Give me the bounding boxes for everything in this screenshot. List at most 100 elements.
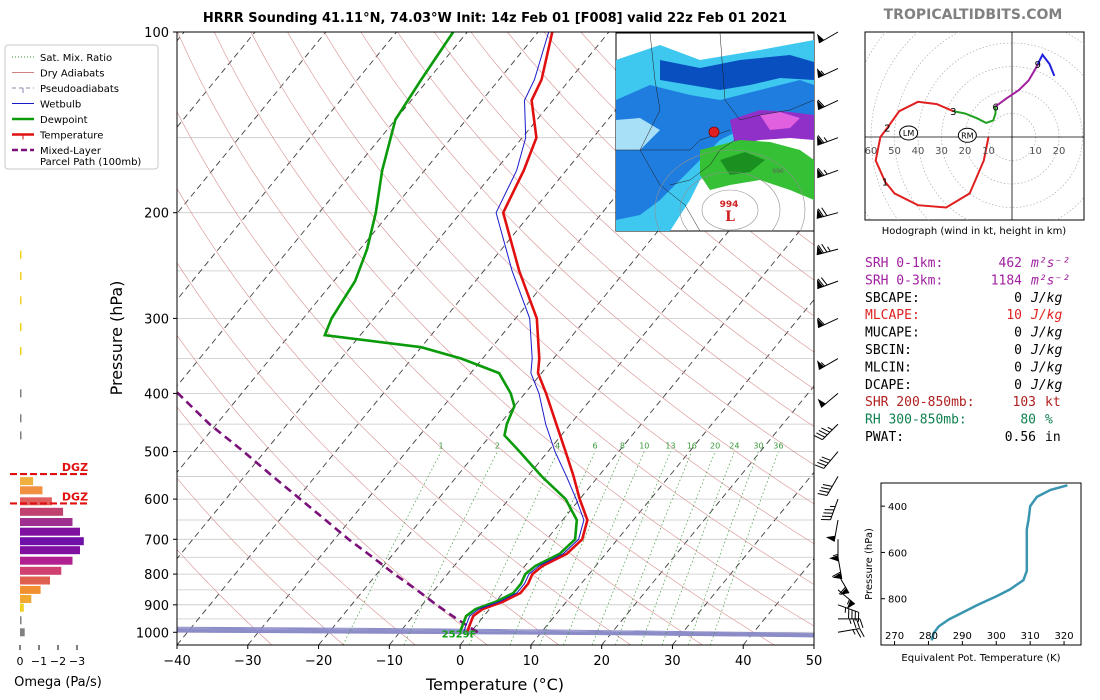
thetae-xlabel: Equivalent Pot. Temperature (K) <box>901 653 1060 664</box>
wind-barb-flag <box>817 398 826 408</box>
wind-barb-half <box>820 70 825 76</box>
skewt-frame <box>176 31 815 646</box>
hodograph-caption: Hodograph (wind in kt, height in km) <box>882 226 1067 237</box>
isotherm <box>177 32 327 215</box>
hodograph-height-label: 9 <box>1035 60 1041 71</box>
index-value: 0 <box>1014 326 1022 341</box>
legend: Sat. Mix. Ratio Dry Adiabats Pseudoadiabat… <box>4 44 159 170</box>
wind-barb-full <box>817 244 824 254</box>
mixing-ratio-label: 36 <box>773 442 783 451</box>
dry-adiabat <box>287 32 814 545</box>
wind-barb-staff <box>822 423 839 441</box>
index-unit: kt <box>1045 395 1061 410</box>
wind-barb-full <box>832 571 841 578</box>
index-label: MUCAPE: <box>865 326 920 341</box>
wind-barb <box>816 243 839 256</box>
skewt-xtick-label: 30 <box>664 654 681 669</box>
index-unit: J/kg <box>1030 291 1062 306</box>
chart-title: HRRR Sounding 41.11°N, 74.03°W Init: 14z… <box>203 11 787 26</box>
wind-barb-flag <box>816 318 824 328</box>
omega-bar <box>20 585 41 594</box>
hodograph-trace <box>994 63 1039 108</box>
thetae-chart: 270 280 290 300 310 320 400 600 800 <box>881 484 1074 645</box>
dry-adiabat <box>543 32 814 281</box>
wind-barbs <box>813 31 865 638</box>
omega-bar <box>20 507 64 516</box>
legend-label: Sat. Mix. Ratio <box>40 53 112 64</box>
thetae-xtick-label: 300 <box>987 631 1006 642</box>
wind-barb-full <box>817 317 825 326</box>
omega-bar <box>20 603 24 612</box>
wind-barb-full <box>854 611 856 621</box>
omega-bar <box>20 250 22 259</box>
index-label: DCAPE: <box>865 378 912 393</box>
wind-barb-full <box>817 461 827 467</box>
wind-barb <box>829 539 839 562</box>
wind-barb-full <box>824 509 835 511</box>
wind-barb-half <box>852 629 856 635</box>
isotherm <box>672 471 814 645</box>
dewpoint-line <box>322 32 579 633</box>
isotherm <box>177 32 468 387</box>
wind-barb-flag <box>816 245 823 255</box>
omega-bar <box>20 296 22 305</box>
wind-barb <box>817 476 839 496</box>
wind-barb-flag <box>817 360 825 370</box>
omega-bar <box>20 595 32 603</box>
skewt-ytick-label: 500 <box>144 446 169 461</box>
wind-barb <box>816 207 839 219</box>
omega-bar <box>20 527 80 536</box>
index-unit: % <box>1045 413 1053 428</box>
wind-barb-full <box>857 612 860 622</box>
isotherm <box>177 32 681 645</box>
omega-bar <box>20 431 22 440</box>
wind-barb-full <box>855 628 862 638</box>
wind-barb-full <box>819 459 829 464</box>
thetae-ytick-label: 400 <box>888 502 907 513</box>
hodograph-lm-marker <box>899 125 919 141</box>
skewt-ytick-label: 400 <box>144 387 169 402</box>
wind-barb-half <box>827 426 833 431</box>
omega-tick-label: −2 <box>50 655 66 668</box>
hodograph-ring-label: 10 <box>982 146 995 157</box>
omega-bar <box>20 477 34 486</box>
mixing-ratio-label: 2 <box>495 442 500 451</box>
dry-adiabat <box>177 406 416 645</box>
dgz-label: DGZ <box>62 461 88 474</box>
index-label: MLCIN: <box>865 360 912 375</box>
omega-bar <box>20 616 22 625</box>
wind-barb-full <box>817 99 825 108</box>
skewt-xtick-label: −30 <box>234 654 261 669</box>
hodograph-ring-label: 40 <box>912 146 925 157</box>
skewt-ytick-label: 600 <box>144 493 169 508</box>
index-label: MLCAPE: <box>865 308 920 323</box>
index-value: 0 <box>1014 360 1022 375</box>
wind-barb-full <box>848 608 850 619</box>
index-value: 0.56 <box>1005 430 1036 445</box>
wind-barb <box>816 99 839 111</box>
dry-adiabat <box>213 32 814 627</box>
omega-bar <box>20 497 52 506</box>
legend-label-line2: Parcel Path (100mb) <box>40 157 141 168</box>
dry-adiabat <box>177 188 631 645</box>
dry-adiabat <box>177 477 344 645</box>
wind-barb-staff <box>823 451 839 469</box>
wind-barb-flag <box>816 100 824 110</box>
wind-barb <box>817 135 839 146</box>
legend-label: Mixed-Layer <box>40 146 102 157</box>
mixing-ratio-line <box>591 451 671 645</box>
mixing-ratio-label: 8 <box>620 442 625 451</box>
wind-barb-flag <box>816 208 823 219</box>
wind-barb <box>817 31 839 44</box>
wind-barb-staff <box>826 476 839 496</box>
wind-barb <box>817 277 839 290</box>
hodograph-frame <box>864 31 1085 221</box>
index-value: 462 <box>999 256 1022 271</box>
hodograph-rm-marker <box>957 127 977 143</box>
isotherm <box>177 32 539 474</box>
wind-barb-half <box>827 246 831 252</box>
mixing-ratio-label: 6 <box>592 442 597 451</box>
index-value: 1184 <box>991 273 1022 288</box>
